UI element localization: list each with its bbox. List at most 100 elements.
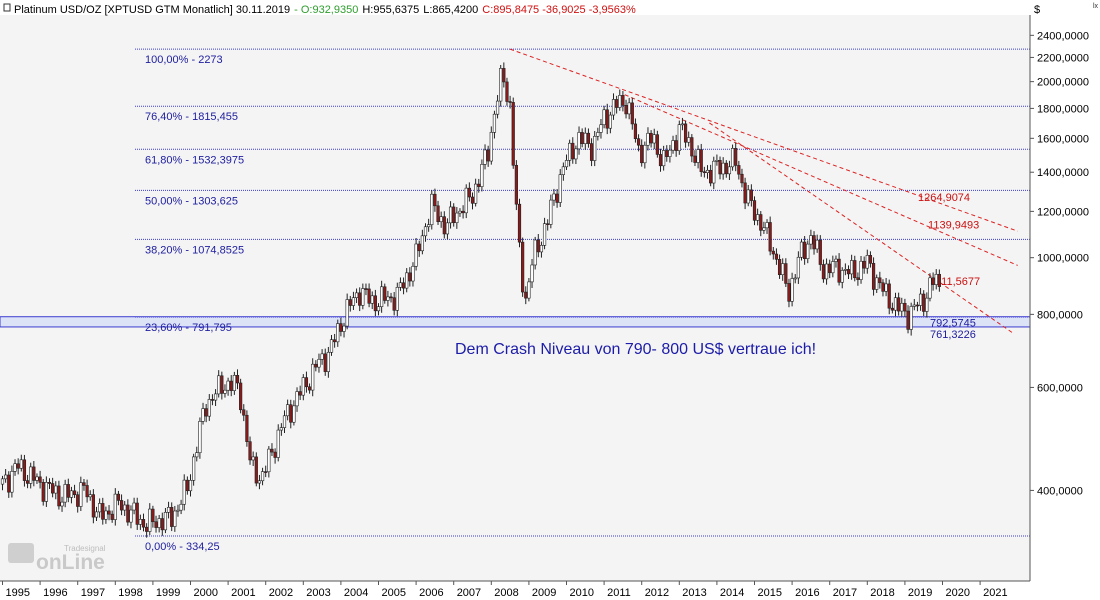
fib-level-label: 0,00% - 334,25 [145,541,220,553]
candle-body [900,302,904,312]
candle-body [868,255,873,264]
candle-body [207,399,211,417]
candle-body [151,508,155,523]
candle-body [762,227,766,231]
candle-body [439,216,443,223]
candle-body [586,132,591,144]
y-tick-label: 1600,0000 [1037,133,1089,145]
candle-body [386,296,390,301]
x-tick-label: 2010 [570,587,594,599]
candle-body [286,404,290,417]
candle-body [94,511,99,518]
candle-body [499,68,503,102]
candle-body [803,241,807,259]
candle-body [141,519,146,528]
candle-body [380,286,384,308]
candle-body [690,137,694,157]
candle-body [188,480,193,492]
candle-body [928,277,932,299]
candle-body [730,148,735,168]
candle-body [737,165,741,175]
candle-body [790,278,794,302]
fib-level-label: 61,80% - 1532,3975 [145,154,244,166]
candle-body [539,245,544,253]
candle-body [69,490,74,498]
x-axis: 1995 1996 1997 1998 1999 2000 2001 2002 2003 2004… [2,581,1008,599]
y-tick-label: 800,0000 [1037,309,1083,321]
band-upper-label: 792,5745 [930,318,976,330]
candle-body [32,466,36,481]
candle-body [740,173,744,184]
candle-body [333,339,337,343]
candle-body [245,414,249,442]
candle-body [320,353,324,360]
candle-body [734,148,738,166]
candle-body [157,518,161,528]
watermark-brand: onLine [36,551,105,574]
candle-body [774,253,779,260]
candle-body [279,427,283,431]
candle-body [558,174,562,203]
header-info: Platinum USD/OZ [XPTUSD GTM Monatlich] 3… [14,4,636,16]
candle-body [54,485,58,494]
candle-body [680,123,685,126]
candle-body [198,421,202,453]
candle-body [367,288,371,304]
candle-body [759,214,763,231]
candle-body [323,353,327,372]
candle-body [16,463,20,469]
y-tick-label: 2000,0000 [1037,77,1089,89]
candle-body [10,471,14,493]
candle-body [589,143,594,161]
candle-body [107,510,111,515]
candle-body [893,297,898,311]
candle-body [314,363,318,368]
trendline [624,94,1018,266]
candle-body [665,150,669,157]
candle-body [448,206,453,224]
candle-body [13,463,17,472]
candle-body [436,205,440,223]
candle-body [135,502,139,525]
candle-body [395,287,399,311]
x-tick-label: 2015 [758,587,782,599]
header-open: - O:932,9350 [294,4,358,16]
candle-body [248,441,252,461]
candle-body [862,260,866,269]
candle-body [618,95,622,108]
x-tick-label: 2013 [682,587,706,599]
candle-body [875,277,879,290]
trendline [709,122,1013,333]
candle-body [549,199,553,225]
y-tick-label: 1400,0000 [1037,167,1089,179]
candle-body [217,375,221,395]
y-axis: 2400,0000 2200,0000 2000,0000 1800,0000 1600… [1030,30,1089,497]
candle-body [474,183,478,204]
candle-body [765,222,769,229]
candle-body [906,310,910,330]
y-tick-label: 1200,0000 [1037,206,1089,218]
corner-mark: lx [1093,3,1099,10]
candle-body [307,386,312,391]
candle-body [593,135,597,161]
candle-body [727,166,732,175]
candle-body [683,123,688,143]
candle-body [420,235,424,252]
candle-body [389,296,393,299]
candle-body [505,81,509,102]
candle-body [179,503,183,511]
candle-body [292,405,296,423]
candle-body [85,485,89,498]
fib-level-label: 50,00% - 1303,625 [145,195,238,207]
candle-body [455,212,459,224]
candle-body [777,259,782,275]
candle-body [182,479,186,505]
candle-body [912,304,916,307]
trendlines: 1264,9074 1139,9493 911,5677 [509,48,1018,333]
x-tick-label: 2001 [231,587,255,599]
candle-body [856,277,860,280]
candle-body [871,263,876,290]
candle-body [571,142,575,160]
candle-body [812,235,816,250]
candle-body [627,102,631,115]
